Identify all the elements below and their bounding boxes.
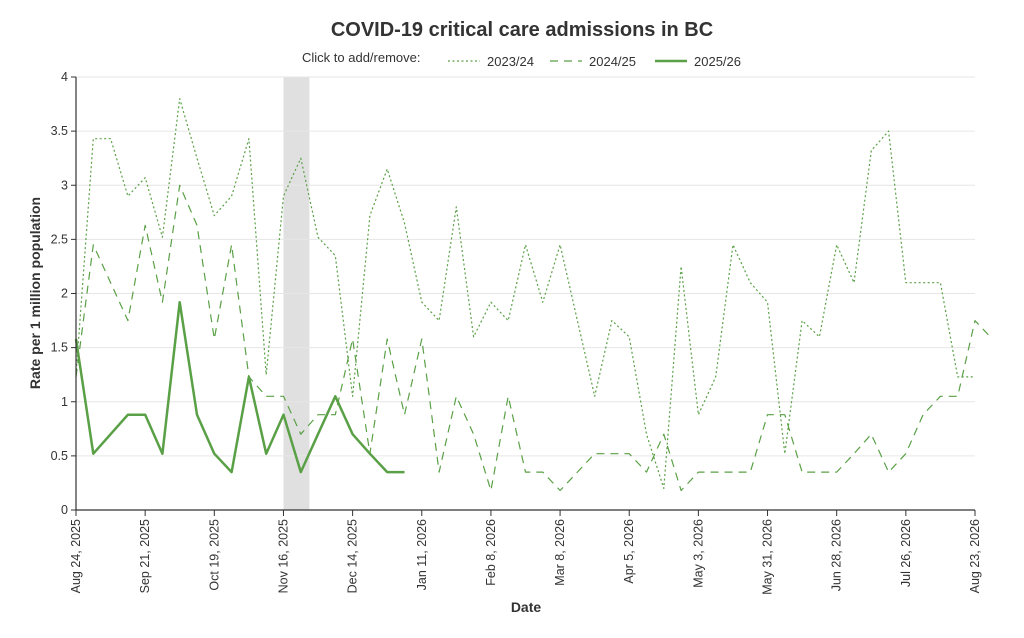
x-tick-label: Jul 26, 2026 (899, 519, 913, 587)
series-line-2023-24 (75, 98, 975, 489)
y-tick-label: 0.5 (51, 449, 68, 463)
x-tick-label: Feb 8, 2026 (484, 519, 498, 586)
x-tick-label: Mar 8, 2026 (553, 519, 567, 586)
legend-item-2024-25[interactable]: 2024/25 (550, 54, 636, 69)
y-tick-label: 3 (61, 178, 68, 192)
y-tick-label: 0 (61, 503, 68, 517)
y-tick-label: 2 (61, 287, 68, 301)
series-line-2024-25 (75, 184, 993, 492)
legend: Click to add/remove: 2023/24 2024/25 202… (302, 50, 741, 69)
x-tick-label: Jun 28, 2026 (830, 519, 844, 591)
y-axis-title: Rate per 1 million population (27, 197, 43, 389)
y-tick-label: 3.5 (51, 124, 68, 138)
x-tick-label: Sep 21, 2025 (138, 519, 152, 593)
legend-prompt: Click to add/remove: (302, 50, 421, 65)
x-tick-label: May 3, 2026 (691, 519, 705, 588)
legend-item-2023-24[interactable]: 2023/24 (448, 54, 534, 69)
y-tick-label: 4 (61, 70, 68, 84)
x-tick-label: Jan 11, 2026 (415, 519, 429, 590)
chart-title: COVID-19 critical care admissions in BC (331, 19, 713, 41)
x-axis-title: Date (511, 599, 542, 615)
series-line-2025-26 (74, 300, 405, 474)
x-tick-label: Aug 24, 2025 (69, 519, 83, 593)
x-tick-label: Dec 14, 2025 (346, 519, 360, 593)
x-tick-label: Apr 5, 2026 (622, 519, 636, 584)
legend-label-2023-24: 2023/24 (487, 54, 534, 69)
x-tick-label: May 31, 2026 (761, 519, 775, 595)
y-tick-label: 2.5 (51, 232, 68, 246)
legend-label-2024-25: 2024/25 (589, 54, 636, 69)
x-tick-label: Nov 16, 2025 (276, 519, 290, 593)
legend-label-2025-26: 2025/26 (694, 54, 741, 69)
y-tick-label: 1.5 (51, 341, 68, 355)
legend-item-2025-26[interactable]: 2025/26 (655, 54, 741, 69)
x-tick-label: Aug 23, 2026 (968, 519, 982, 593)
y-tick-label: 1 (61, 395, 68, 409)
x-tick-label: Oct 19, 2025 (207, 519, 221, 591)
